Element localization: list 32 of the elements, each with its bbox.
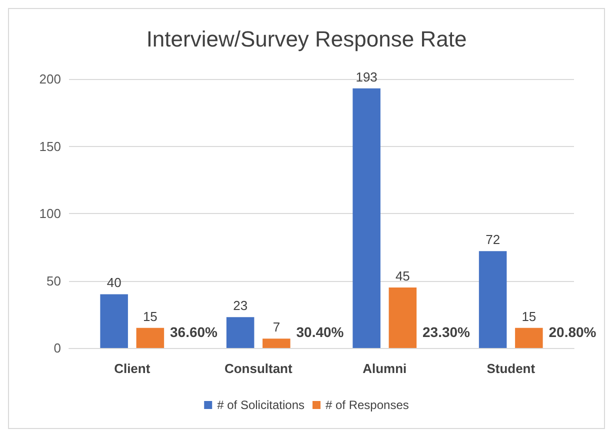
x-tick-label: Client bbox=[114, 361, 151, 376]
data-label: 45 bbox=[395, 268, 410, 284]
data-label: 7 bbox=[272, 320, 280, 335]
y-tick-label: 200 bbox=[39, 72, 61, 86]
x-tick-label: Student bbox=[486, 361, 536, 376]
data-label: 15 bbox=[522, 308, 536, 324]
data-label: 72 bbox=[486, 232, 500, 248]
bar bbox=[352, 88, 380, 348]
annotation: 20.80% bbox=[548, 324, 597, 340]
data-label: 40 bbox=[106, 275, 122, 290]
bar bbox=[226, 317, 254, 348]
data-label: 23 bbox=[233, 298, 248, 314]
data-label: 15 bbox=[142, 308, 158, 324]
bar bbox=[388, 287, 417, 348]
annotation: 30.40% bbox=[296, 324, 344, 340]
legend-label: # of Solicitations bbox=[217, 398, 305, 412]
bar bbox=[515, 328, 543, 348]
data-label: 193 bbox=[356, 69, 378, 84]
bar bbox=[100, 294, 128, 348]
y-tick-label: 150 bbox=[39, 138, 61, 154]
x-tick-label: Alumni bbox=[362, 361, 407, 376]
y-tick-label: 0 bbox=[54, 340, 61, 356]
y-tick-label: 50 bbox=[46, 273, 61, 288]
chart-title: Interview/Survey Response Rate bbox=[146, 26, 467, 52]
annotation: 23.30% bbox=[422, 324, 471, 340]
bar bbox=[478, 251, 507, 348]
bar bbox=[136, 328, 164, 348]
bar bbox=[262, 338, 290, 348]
x-tick-label: Consultant bbox=[224, 361, 293, 376]
legend-label: # of Responses bbox=[326, 398, 409, 412]
annotation: 36.60% bbox=[170, 324, 218, 340]
y-tick-label: 100 bbox=[39, 206, 61, 221]
